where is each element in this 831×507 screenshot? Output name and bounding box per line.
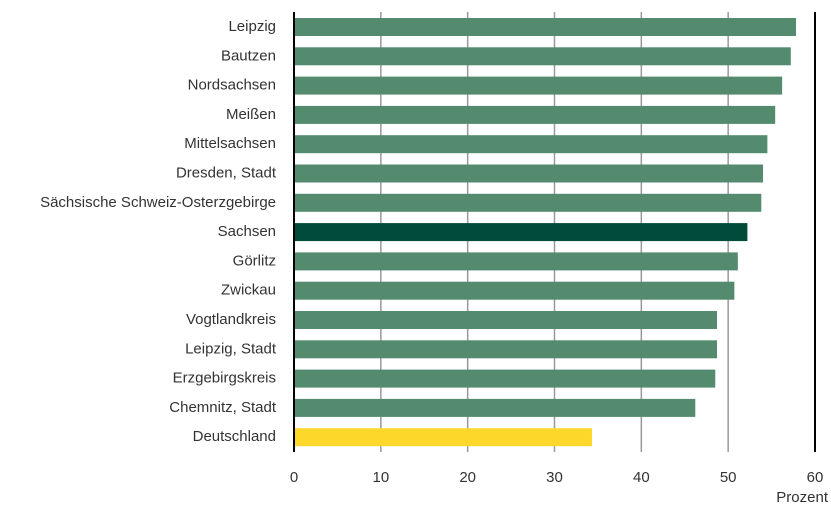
- x-tick-label: 0: [290, 469, 298, 486]
- bar: [295, 76, 783, 95]
- y-tick-label: Meißen: [226, 106, 276, 123]
- bar: [295, 164, 764, 183]
- y-tick-label: Bautzen: [221, 47, 276, 64]
- bar: [295, 135, 768, 154]
- y-tick-label: Dresden, Stadt: [176, 164, 277, 181]
- y-tick-label: Mittelsachsen: [184, 135, 276, 152]
- bar: [295, 47, 791, 66]
- bar: [295, 193, 762, 212]
- bar: [295, 252, 738, 271]
- y-tick-label: Nordsachsen: [188, 77, 276, 94]
- x-tick-label: 10: [372, 469, 389, 486]
- y-tick-label: Leipzig: [228, 18, 276, 35]
- y-tick-label: Erzgebirgskreis: [173, 370, 276, 387]
- x-tick-label: 20: [459, 469, 476, 486]
- bar: [295, 428, 592, 447]
- y-tick-label: Görlitz: [233, 252, 276, 269]
- bar: [295, 105, 776, 124]
- x-tick-label: 40: [633, 469, 650, 486]
- x-axis-label: Prozent: [776, 489, 829, 506]
- x-tick-label: 60: [807, 469, 824, 486]
- x-tick-label: 50: [720, 469, 737, 486]
- bar: [295, 281, 735, 300]
- y-tick-label: Deutschland: [193, 428, 276, 445]
- y-tick-label: Leipzig, Stadt: [185, 340, 277, 357]
- bar: [295, 18, 797, 36]
- bar: [295, 311, 718, 329]
- y-tick-label: Sachsen: [218, 223, 276, 240]
- y-tick-label: Chemnitz, Stadt: [169, 399, 277, 416]
- bar: [295, 340, 718, 359]
- x-tick-label: 30: [546, 469, 563, 486]
- y-tick-label: Zwickau: [221, 282, 276, 299]
- y-tick-label: Vogtlandkreis: [186, 311, 276, 328]
- bar: [295, 398, 696, 417]
- bar: [295, 223, 748, 242]
- y-tick-label: Sächsische Schweiz-Osterzgebirge: [40, 194, 276, 211]
- bar: [295, 369, 716, 388]
